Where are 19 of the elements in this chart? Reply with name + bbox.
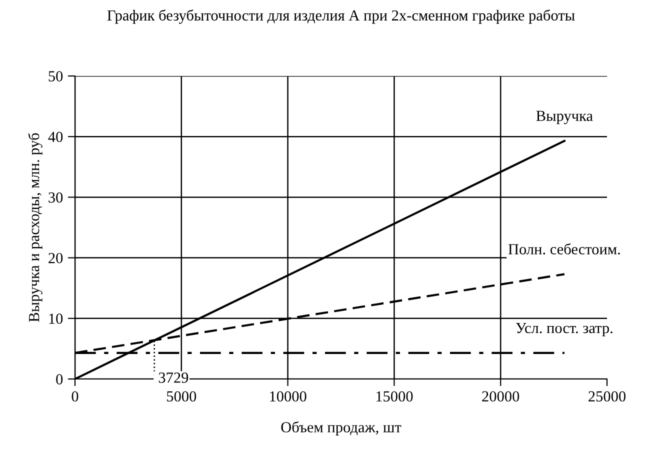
x-tick-label: 15000 (376, 391, 413, 402)
series-label: Выручка (536, 110, 593, 124)
series-label: Полн. себестоим. (508, 243, 620, 254)
series-label: Усл. пост. затр. (516, 323, 612, 336)
y-tick-label: 40 (48, 132, 63, 142)
x-tick-label: 10000 (270, 391, 306, 402)
x-tick-label: 25000 (588, 391, 626, 402)
x-axis-title: Объем продаж, шт (281, 421, 402, 436)
chart-title: График безубыточности для изделия А при 2х-сменном графике работы (107, 10, 575, 24)
y-tick-label: 50 (48, 71, 63, 82)
y-tick-label: 30 (48, 192, 63, 203)
x-tick-label: 20000 (482, 391, 520, 402)
y-axis-title: Выручка и расходы, млн. руб (28, 133, 42, 322)
ref-line-label: 3729 (158, 372, 188, 383)
x-tick-label: 0 (72, 391, 78, 402)
y-tick-label: 20 (48, 252, 63, 264)
y-tick-label: 0 (56, 374, 63, 384)
x-tick-label: 5000 (167, 391, 196, 402)
y-tick-label: 10 (49, 314, 63, 324)
